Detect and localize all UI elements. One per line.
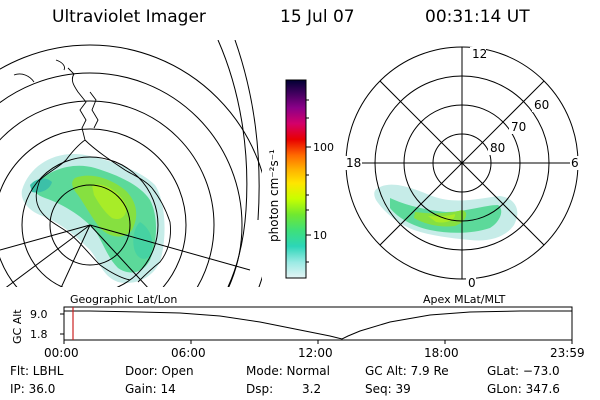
dsp-label: Dsp: [246,382,274,396]
colorbar-ticks [306,99,311,263]
altitude-ytick-1-8: 1.8 [30,328,48,341]
aurora-emission-geo [21,154,165,283]
time-tick-2359: 23:59 [550,346,585,360]
time-tick-1800: 18:00 [424,346,459,360]
geographic-label: Geographic Lat/Lon [70,293,177,306]
time-tick-1200: 12:00 [298,346,333,360]
mlt-label-0: 0 [468,276,476,290]
seq-value: Seq: 39 [365,382,411,396]
mlt-label-18: 18 [346,156,361,170]
altitude-ylabel: GC Alt [11,309,24,344]
ip-value: IP: 36.0 [10,382,56,396]
altitude-plot: GC Alt 9.0 1.8 00:00 06:00 12:00 18:00 2… [11,306,585,360]
mlat-label-60: 60 [534,98,549,112]
altitude-ytick-9: 9.0 [30,308,48,321]
mlat-label-80: 80 [490,141,505,155]
gain-value: Gain: 14 [125,382,176,396]
time-tick-0600: 06:00 [171,346,206,360]
time-label: 00:31:14 UT [425,7,530,27]
dsp-value: 3.2 [302,382,322,396]
glat-value: GLat: −73.0 [487,364,560,378]
colorbar-unit-label: photon cm⁻²s⁻¹ [267,149,281,242]
date-label: 15 Jul 07 [280,7,355,27]
apex-label: Apex MLat/MLT [423,293,506,306]
colorbar [285,79,307,279]
colorbar-tick-100: 100 [313,141,334,154]
glon-value: GLon: 347.6 [487,382,560,396]
mlat-label-70: 70 [511,120,526,134]
mode-value: Mode: Normal [246,364,330,378]
aurora-emission-mag [374,184,518,241]
filter-value: Flt: LBHL [10,364,64,378]
coastlines [13,59,171,283]
instrument-title: Ultraviolet Imager [52,7,206,27]
latitude-circles [0,44,262,287]
altitude-curve [64,310,572,340]
mlt-label-6: 6 [571,156,579,170]
geographic-map [0,40,262,287]
longitude-lines [0,224,251,287]
door-status: Door: Open [125,364,194,378]
time-tick-0000: 00:00 [44,346,79,360]
mlt-label-12: 12 [472,47,487,61]
magnetic-polar-plot: 12 18 6 0 60 70 80 [344,46,580,290]
gc-alt-value: GC Alt: 7.9 Re [365,364,449,378]
mlt-lines [346,47,578,279]
colorbar-tick-10: 10 [313,229,327,242]
